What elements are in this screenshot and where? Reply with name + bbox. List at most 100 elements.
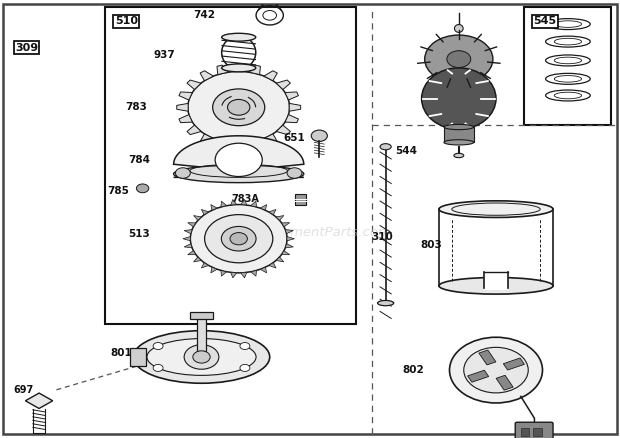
Circle shape: [240, 343, 250, 350]
Text: 544: 544: [395, 146, 417, 156]
Polygon shape: [193, 257, 202, 262]
Circle shape: [153, 364, 163, 371]
Circle shape: [136, 184, 149, 193]
Bar: [524, 7, 611, 125]
Circle shape: [213, 89, 265, 126]
Polygon shape: [174, 136, 304, 177]
Polygon shape: [221, 271, 227, 276]
Text: 310: 310: [371, 232, 393, 241]
Text: 545: 545: [533, 16, 556, 26]
Circle shape: [215, 143, 262, 177]
Circle shape: [450, 337, 542, 403]
Text: 937: 937: [153, 50, 175, 60]
Polygon shape: [260, 205, 267, 210]
Polygon shape: [200, 134, 213, 144]
Polygon shape: [188, 251, 196, 255]
Text: 785: 785: [107, 186, 129, 195]
Ellipse shape: [222, 64, 256, 72]
Polygon shape: [183, 237, 190, 241]
Bar: [190, 312, 213, 319]
Polygon shape: [184, 230, 192, 234]
Polygon shape: [264, 71, 277, 81]
Polygon shape: [187, 125, 201, 134]
Polygon shape: [285, 92, 298, 100]
Ellipse shape: [444, 140, 474, 145]
Polygon shape: [250, 271, 257, 276]
Polygon shape: [187, 80, 201, 89]
Polygon shape: [276, 215, 284, 220]
Polygon shape: [188, 223, 196, 227]
Bar: [444, 127, 474, 142]
Ellipse shape: [174, 165, 304, 183]
Circle shape: [228, 99, 250, 115]
Polygon shape: [202, 263, 209, 268]
Ellipse shape: [133, 331, 270, 383]
Polygon shape: [260, 267, 267, 273]
Circle shape: [188, 71, 290, 143]
Polygon shape: [193, 215, 202, 220]
Bar: [130, 348, 146, 366]
Circle shape: [193, 351, 210, 363]
Bar: [521, 428, 529, 436]
Polygon shape: [231, 272, 237, 278]
Circle shape: [311, 130, 327, 141]
Polygon shape: [217, 65, 228, 74]
Polygon shape: [221, 201, 227, 207]
Circle shape: [447, 51, 471, 67]
FancyBboxPatch shape: [515, 422, 553, 438]
Polygon shape: [467, 370, 489, 382]
Bar: [105, 7, 356, 324]
Ellipse shape: [380, 144, 391, 150]
Text: 510: 510: [115, 16, 138, 26]
Polygon shape: [285, 115, 298, 123]
Circle shape: [425, 35, 493, 83]
Circle shape: [153, 343, 163, 350]
Ellipse shape: [439, 201, 553, 218]
Polygon shape: [231, 199, 237, 205]
Polygon shape: [211, 267, 217, 273]
Circle shape: [190, 205, 287, 273]
Polygon shape: [264, 134, 277, 144]
Polygon shape: [250, 201, 257, 207]
Circle shape: [205, 215, 273, 263]
Ellipse shape: [422, 68, 496, 129]
Circle shape: [221, 226, 256, 251]
Polygon shape: [241, 199, 247, 205]
Polygon shape: [233, 143, 244, 151]
Text: 783A: 783A: [231, 194, 259, 204]
Polygon shape: [268, 263, 276, 268]
Polygon shape: [241, 272, 247, 278]
Polygon shape: [503, 358, 525, 370]
Polygon shape: [277, 125, 290, 134]
Polygon shape: [277, 80, 290, 89]
Polygon shape: [287, 237, 294, 241]
Polygon shape: [184, 244, 192, 248]
Text: 513: 513: [128, 230, 151, 239]
Text: 309: 309: [15, 42, 38, 53]
Circle shape: [287, 168, 302, 178]
Ellipse shape: [444, 124, 474, 130]
Circle shape: [230, 233, 247, 245]
Polygon shape: [479, 350, 496, 365]
Polygon shape: [25, 393, 53, 409]
Polygon shape: [177, 103, 188, 111]
Text: 801: 801: [110, 348, 132, 357]
Polygon shape: [276, 257, 284, 262]
Polygon shape: [202, 209, 209, 215]
Polygon shape: [281, 223, 290, 227]
Ellipse shape: [454, 25, 463, 32]
Circle shape: [240, 364, 250, 371]
Text: 651: 651: [283, 133, 306, 143]
Text: 784: 784: [128, 155, 151, 165]
Polygon shape: [268, 209, 276, 215]
Polygon shape: [211, 205, 217, 210]
Polygon shape: [285, 230, 293, 234]
Ellipse shape: [147, 339, 256, 375]
Polygon shape: [179, 92, 192, 100]
Circle shape: [184, 345, 219, 369]
Text: 802: 802: [402, 365, 424, 375]
Ellipse shape: [222, 33, 256, 41]
Bar: [484, 272, 508, 290]
Ellipse shape: [454, 153, 464, 158]
Ellipse shape: [378, 300, 394, 306]
